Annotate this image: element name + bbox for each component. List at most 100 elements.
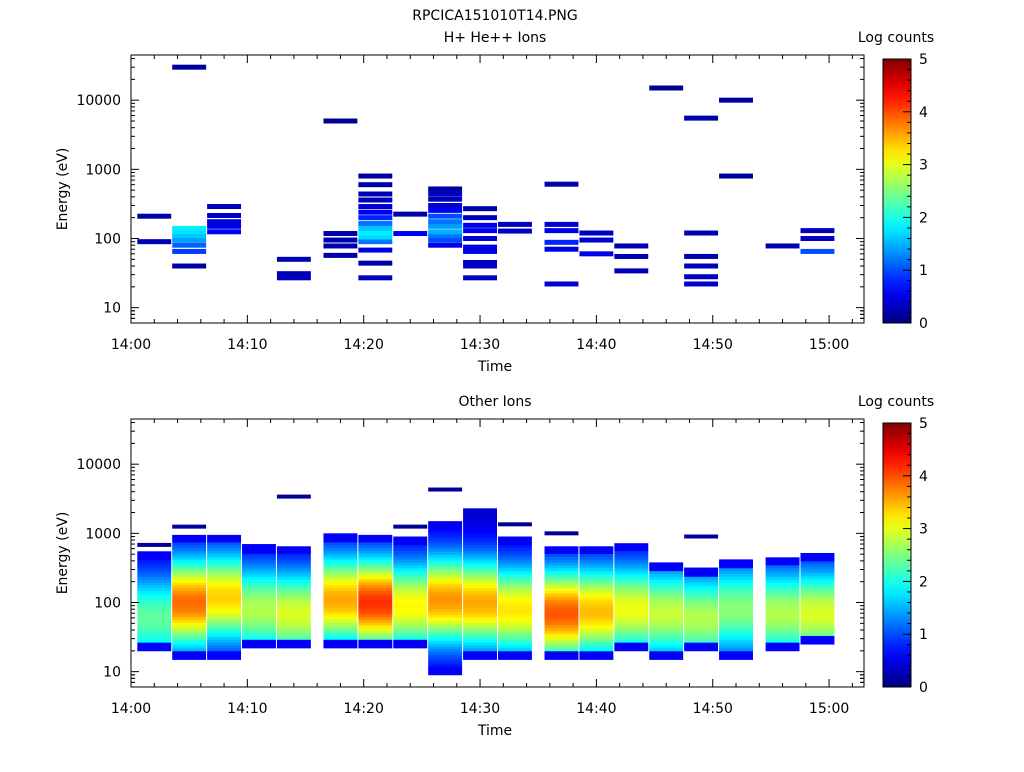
- heatmap-cell: [242, 590, 276, 594]
- heatmap-cell: [498, 622, 532, 626]
- heatmap-cell: [800, 598, 835, 602]
- heatmap-cell: [242, 625, 276, 629]
- heatmap-cell: [800, 228, 835, 234]
- heatmap-cell: [463, 605, 497, 609]
- heatmap-cell: [684, 633, 719, 637]
- heatmap-cell: [323, 550, 358, 554]
- colorbar-tick-label: 4: [919, 105, 928, 121]
- colorbar-tick-label: 0: [919, 316, 928, 332]
- heatmap-cell: [276, 271, 311, 277]
- heatmap-cell: [544, 610, 579, 615]
- heatmap-cell: [719, 639, 753, 643]
- heatmap-cell: [614, 625, 649, 629]
- heatmap-cell: [276, 567, 311, 572]
- heatmap-cell: [800, 612, 835, 616]
- heatmap-cell: [544, 246, 579, 252]
- heatmap-cell: [323, 573, 358, 577]
- heatmap-cell: [428, 191, 463, 197]
- heatmap-cell: [323, 542, 358, 546]
- heatmap-cell: [684, 263, 719, 269]
- heatmap-cell: [393, 593, 428, 597]
- heatmap-cell: [544, 639, 579, 643]
- heatmap-cell: [649, 633, 684, 637]
- heatmap-cell: [137, 605, 172, 609]
- heatmap-cell: [428, 557, 463, 561]
- heatmap-cell: [579, 605, 614, 609]
- heatmap-cell: [684, 579, 719, 583]
- heatmap-cell: [172, 633, 207, 637]
- x-tick-label: 14:40: [576, 337, 616, 353]
- heatmap-cell: [428, 487, 463, 492]
- heatmap-cell: [242, 630, 276, 635]
- heatmap-cell: [172, 622, 207, 626]
- heatmap-cell: [579, 562, 614, 566]
- heatmap-cell: [242, 584, 276, 589]
- heatmap-cell: [323, 622, 358, 626]
- heatmap-cell: [800, 558, 835, 562]
- heatmap-cell: [358, 230, 393, 236]
- heatmap-cell: [207, 565, 242, 569]
- heatmap-cell: [649, 599, 684, 603]
- heatmap-cell: [358, 616, 393, 620]
- heatmap-cell: [242, 627, 276, 632]
- heatmap-cell: [428, 580, 463, 584]
- heatmap-cell: [137, 610, 172, 615]
- heatmap-cell: [172, 573, 207, 577]
- heatmap-cell: [684, 630, 719, 635]
- heatmap-cell: [323, 559, 358, 563]
- heatmap-cell: [498, 567, 532, 572]
- heatmap-cell: [614, 593, 649, 597]
- heatmap-cell: [428, 233, 463, 239]
- heatmap-cell: [137, 639, 172, 643]
- heatmap-cell: [719, 97, 753, 103]
- heatmap-cell: [684, 573, 719, 577]
- heatmap-cell: [428, 657, 463, 661]
- heatmap-cell: [358, 547, 393, 552]
- heatmap-cell: [172, 605, 207, 609]
- heatmap-cell: [323, 619, 358, 623]
- heatmap-cell: [428, 663, 463, 667]
- heatmap-cell: [323, 576, 358, 580]
- heatmap-cell: [498, 639, 532, 643]
- heatmap-cell: [579, 633, 614, 637]
- heatmap-cell: [242, 596, 276, 600]
- heatmap-cell: [207, 539, 242, 543]
- heatmap-cell: [276, 590, 311, 594]
- heatmap-cell: [172, 613, 207, 617]
- heatmap-cell: [428, 660, 463, 664]
- heatmap-cell: [276, 546, 311, 549]
- heatmap-cell: [323, 639, 358, 643]
- heatmap-cell: [172, 607, 207, 612]
- x-tick-label: 14:30: [460, 701, 500, 717]
- heatmap-cell: [276, 596, 311, 600]
- heatmap-cell: [137, 213, 172, 219]
- heatmap-cell: [276, 616, 311, 620]
- heatmap-cell: [276, 619, 311, 623]
- heatmap-cell: [498, 642, 532, 646]
- heatmap-cell: [323, 544, 358, 549]
- heatmap-cell: [579, 565, 614, 569]
- heatmap-cell: [544, 616, 579, 620]
- heatmap-cell: [276, 630, 311, 635]
- heatmap-cell: [614, 559, 649, 563]
- heatmap-cell: [614, 573, 649, 577]
- heatmap-cell: [765, 593, 800, 597]
- heatmap-cell: [719, 582, 753, 586]
- heatmap-cell: [172, 642, 207, 646]
- plot-frame: [130, 54, 865, 324]
- heatmap-cell: [765, 625, 800, 629]
- heatmap-cell: [649, 610, 684, 615]
- heatmap-cell: [428, 534, 463, 538]
- heatmap-cell: [800, 235, 835, 241]
- heatmap-cell: [544, 556, 579, 560]
- colorbar-gradient: [882, 58, 912, 324]
- heatmap-cell: [544, 228, 579, 234]
- heatmap-cell: [544, 590, 579, 595]
- heatmap-cell: [649, 602, 684, 606]
- heatmap-cell: [358, 610, 393, 615]
- heatmap-cell: [544, 596, 579, 600]
- heatmap-cell: [428, 219, 463, 225]
- x-tick-label: 14:00: [111, 701, 151, 717]
- heatmap-cell: [463, 248, 497, 254]
